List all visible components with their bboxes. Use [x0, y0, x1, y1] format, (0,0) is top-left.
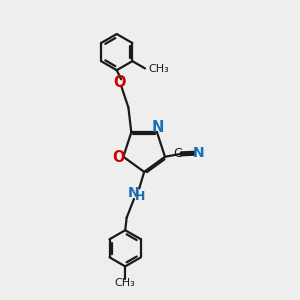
Text: N: N	[128, 186, 139, 200]
Text: H: H	[135, 190, 146, 202]
Text: N: N	[152, 120, 164, 135]
Text: O: O	[113, 75, 126, 90]
Text: CH₃: CH₃	[148, 64, 169, 74]
Text: CH₃: CH₃	[115, 278, 136, 288]
Text: C: C	[174, 147, 182, 160]
Text: N: N	[193, 146, 204, 160]
Text: O: O	[112, 150, 124, 165]
